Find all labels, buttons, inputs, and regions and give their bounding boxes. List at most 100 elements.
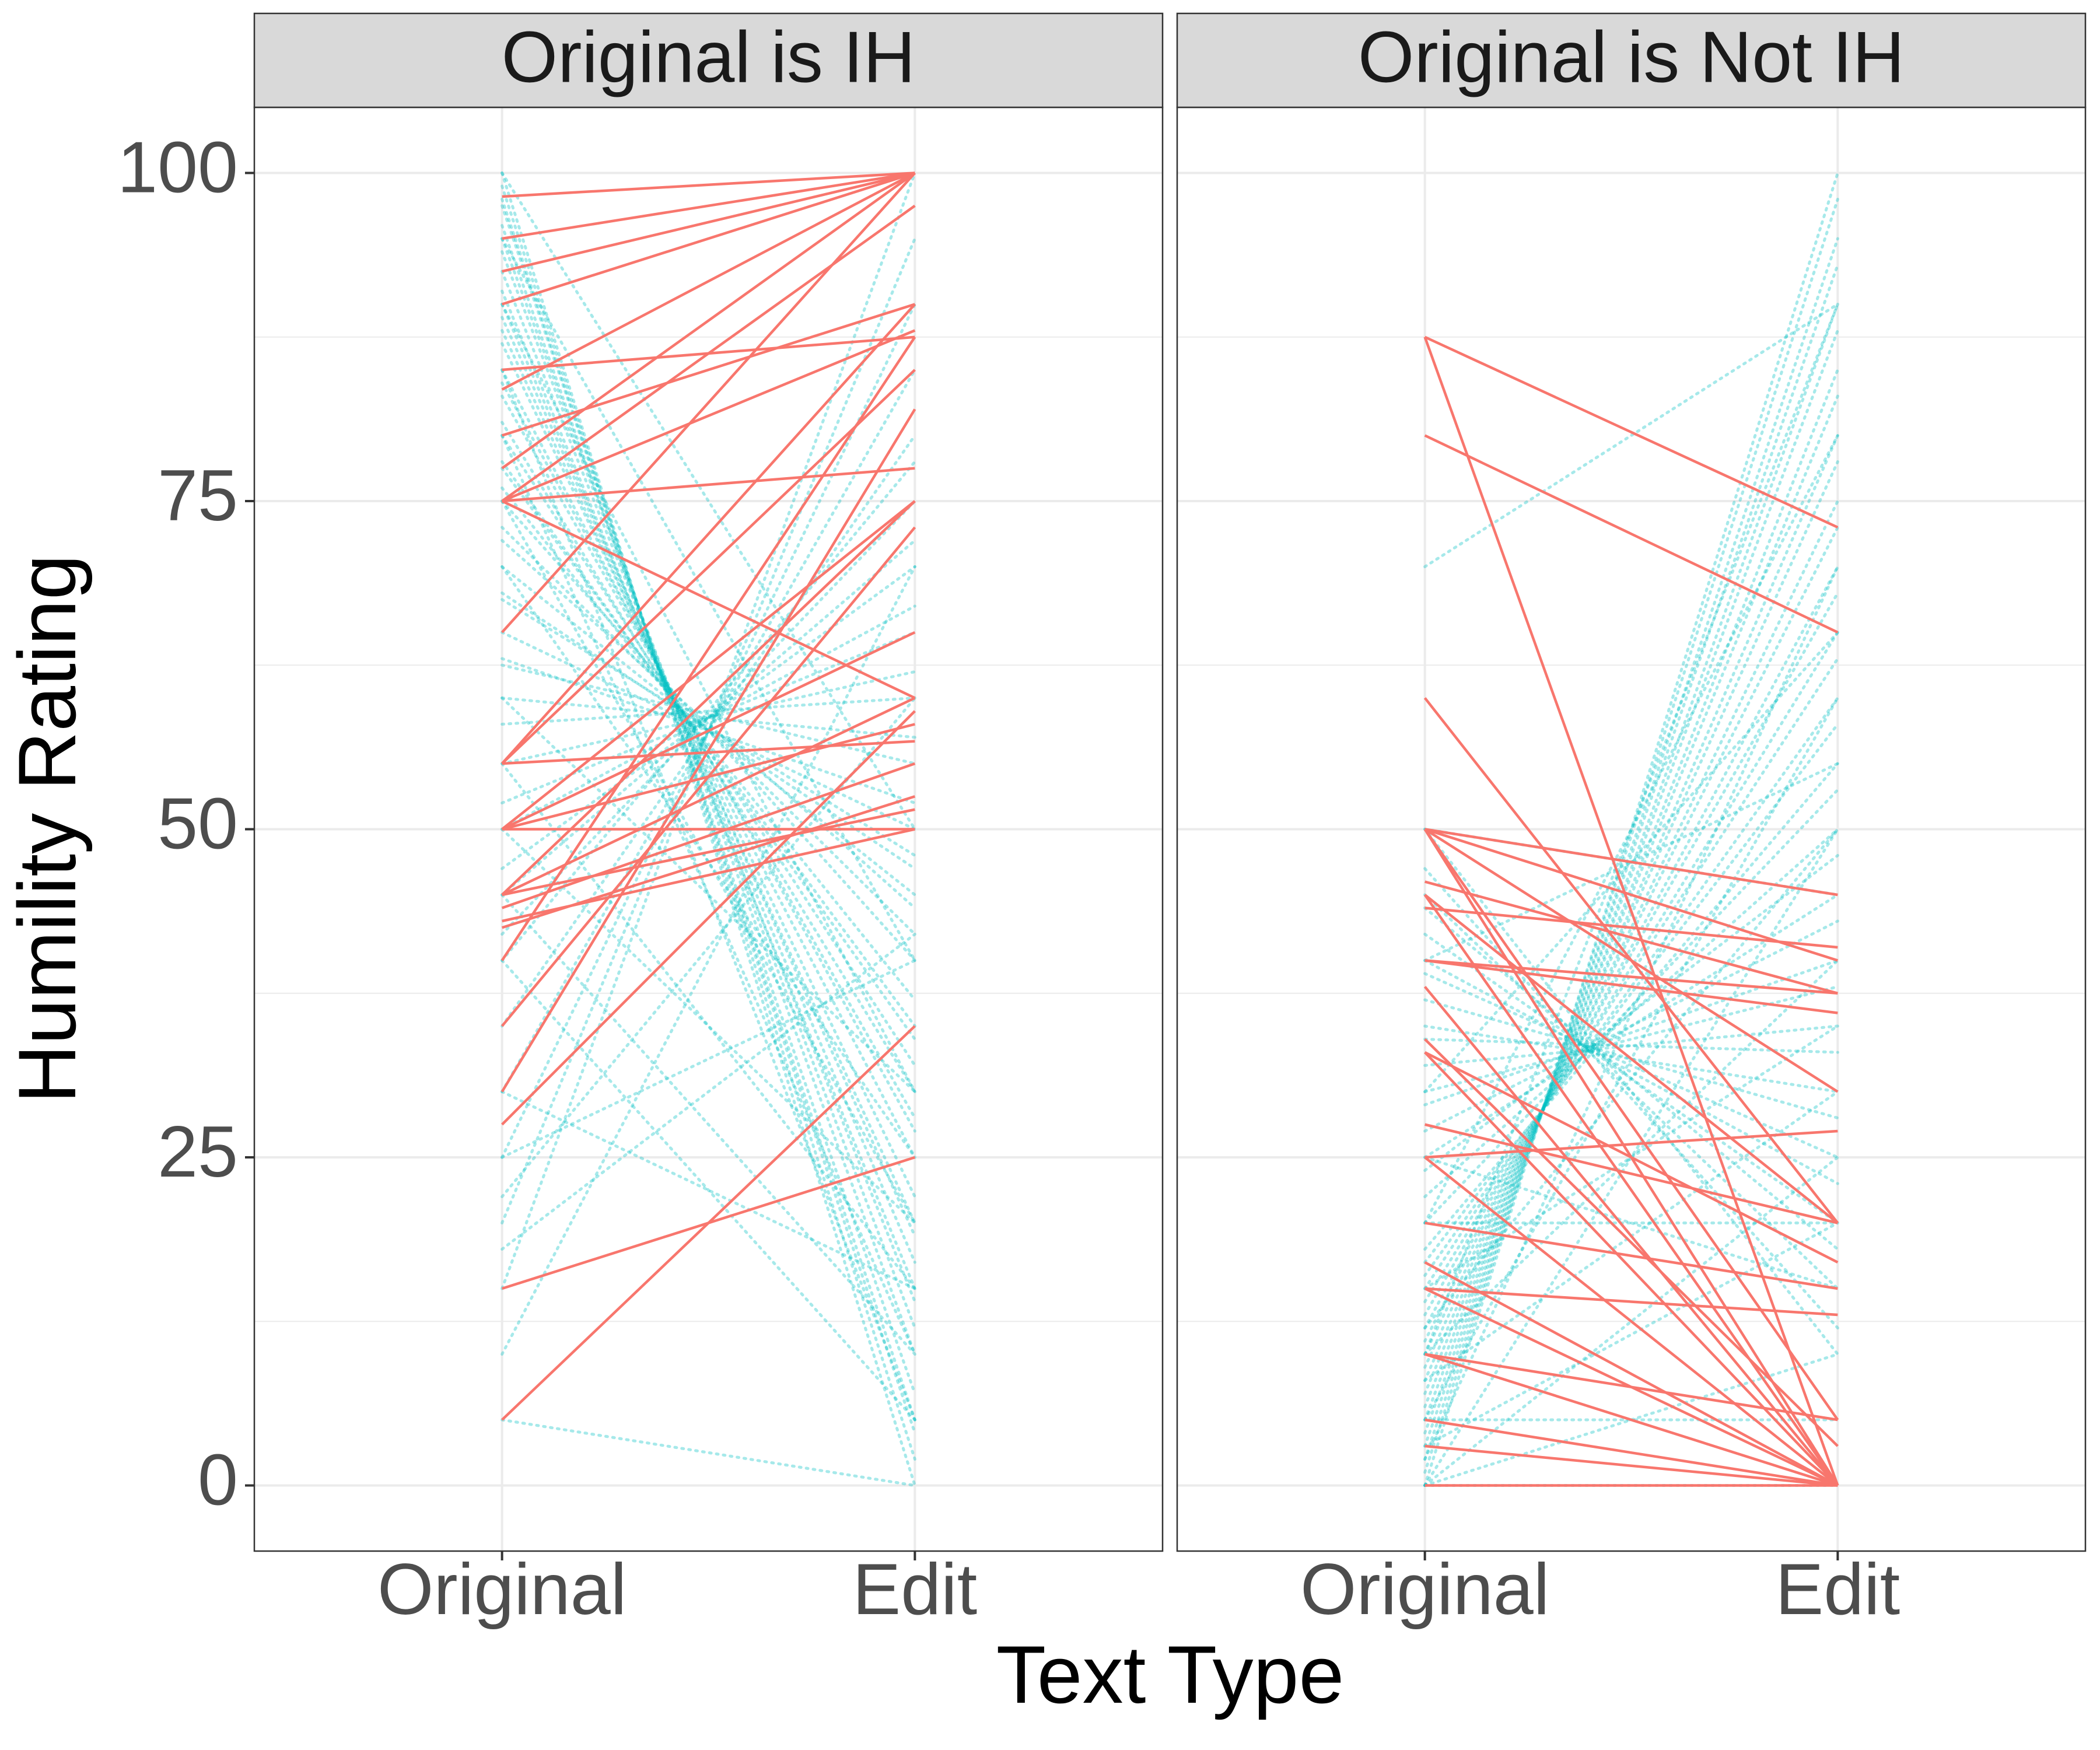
x-tick-label: Edit xyxy=(853,1549,978,1630)
background-line xyxy=(1423,1024,1839,1067)
highlight-line xyxy=(1424,434,1839,634)
highlight-line xyxy=(1424,1287,1838,1317)
background-line xyxy=(501,421,916,1093)
highlight-line xyxy=(502,467,915,503)
highlight-line xyxy=(1424,880,1838,995)
highlight-line xyxy=(1423,828,1839,1421)
background-line xyxy=(1423,762,1839,1251)
highlight-line xyxy=(1424,335,1839,529)
background-line xyxy=(1423,565,1839,1461)
background-line xyxy=(1423,696,1839,1277)
background-line xyxy=(1423,723,1839,1264)
background-line xyxy=(501,1418,916,1487)
background-line xyxy=(1423,972,1839,1159)
x-tick-label: Original xyxy=(377,1549,626,1630)
highlight-line xyxy=(1424,828,1839,962)
y-tick-label: 100 xyxy=(117,127,238,208)
highlight-line xyxy=(1424,1129,1838,1159)
background-line xyxy=(501,342,916,1198)
background-line xyxy=(501,270,916,1303)
background-line xyxy=(1423,499,1839,1356)
highlight-line xyxy=(1423,986,1839,1486)
highlight-line xyxy=(501,500,916,896)
background-line xyxy=(1423,263,1839,1448)
highlight-line xyxy=(1424,894,1839,1224)
x-axis-title: Text Type xyxy=(996,1629,1345,1720)
background-line xyxy=(1423,303,1839,568)
highlight-line xyxy=(1424,1353,1838,1422)
background-line xyxy=(1423,828,1839,1198)
highlight-line xyxy=(501,710,916,1126)
highlight-line xyxy=(502,723,915,831)
background-line xyxy=(1423,657,1839,1290)
background-line xyxy=(1423,1038,1839,1054)
background-line xyxy=(1423,959,1839,1107)
highlight-line xyxy=(501,204,916,502)
background-line xyxy=(501,198,916,1434)
background-line xyxy=(1423,828,1839,1356)
background-line xyxy=(1423,828,1839,1329)
background-line xyxy=(501,959,916,1159)
background-line xyxy=(501,565,916,1159)
background-line xyxy=(1423,631,1839,1303)
background-line xyxy=(501,604,916,831)
background-line xyxy=(1423,998,1839,1119)
highlight-line xyxy=(501,696,916,897)
background-line xyxy=(1423,1222,1839,1448)
x-tick-label: Edit xyxy=(1776,1549,1901,1630)
background-line xyxy=(501,565,916,870)
background-line xyxy=(501,631,916,804)
highlight-line xyxy=(1424,1444,1838,1487)
background-line xyxy=(1423,368,1839,1408)
strip-label: Original is Not IH xyxy=(1358,17,1905,97)
background-line xyxy=(501,663,916,765)
highlight-line xyxy=(1424,1156,1839,1487)
background-line xyxy=(501,172,916,831)
background-line xyxy=(501,184,916,1461)
highlight-line xyxy=(501,303,916,437)
y-tick-label: 50 xyxy=(158,783,238,864)
background-line xyxy=(501,696,916,1093)
background-line xyxy=(1423,893,1839,1290)
highlight-line xyxy=(1424,1261,1839,1487)
background-line xyxy=(501,289,916,1290)
highlight-line xyxy=(501,172,916,306)
background-line xyxy=(501,250,916,1329)
highlight-line xyxy=(502,828,915,923)
y-tick-label: 25 xyxy=(158,1112,238,1192)
highlight-line xyxy=(501,329,916,503)
highlight-line xyxy=(502,808,915,897)
background-line xyxy=(501,303,916,1093)
background-line xyxy=(1423,985,1839,1093)
highlight-line xyxy=(501,303,916,765)
background-line xyxy=(501,487,916,1002)
highlight-line xyxy=(1423,336,1839,1486)
background-line xyxy=(1423,434,1839,1224)
background-line xyxy=(1423,303,1839,1434)
highlight-line xyxy=(502,172,915,273)
highlight-line xyxy=(501,762,916,909)
highlight-line xyxy=(1424,907,1838,949)
highlight-line xyxy=(1424,1123,1838,1224)
background-line xyxy=(1423,854,1839,1172)
background-line xyxy=(501,598,916,857)
background-line xyxy=(501,303,916,1159)
background-line xyxy=(501,670,916,765)
background-line xyxy=(1423,867,1839,1329)
y-axis-title: Humility Rating xyxy=(1,554,93,1103)
background-line xyxy=(1423,526,1839,1343)
highlight-line xyxy=(501,172,916,634)
background-line xyxy=(1423,592,1839,1317)
background-line xyxy=(501,933,916,1251)
x-tick-label: Original xyxy=(1300,1549,1549,1630)
background-line xyxy=(501,434,916,1028)
background-line xyxy=(1423,933,1839,1224)
highlight-line xyxy=(1424,828,1839,1093)
background-line xyxy=(501,539,916,897)
background-line xyxy=(1423,237,1839,1461)
background-line xyxy=(1423,565,1839,1329)
line-group xyxy=(1423,335,1839,1487)
highlight-line xyxy=(501,172,916,470)
background-line xyxy=(501,368,916,1422)
highlight-line xyxy=(501,408,916,1093)
